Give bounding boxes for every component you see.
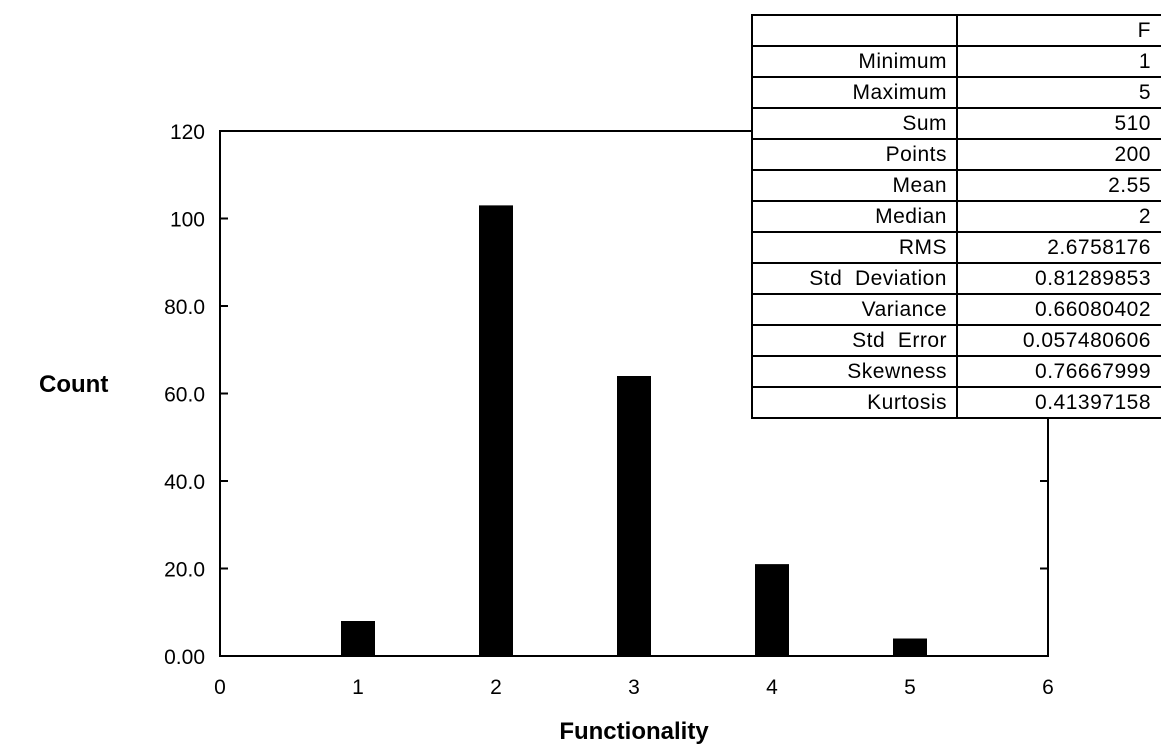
stat-value: 2: [956, 200, 1161, 233]
y-tick-label: 60.0: [164, 384, 205, 407]
stats-row: Skewness 0.76667999: [751, 355, 1161, 388]
y-tick-label: 40.0: [164, 471, 205, 494]
stat-value: 0.057480606: [956, 324, 1161, 357]
stat-value: 0.66080402: [956, 293, 1161, 326]
stat-value: 1: [956, 45, 1161, 78]
x-tick-label: 2: [490, 676, 502, 699]
stats-row: Maximum 5: [751, 76, 1161, 109]
bars-layer: [341, 205, 927, 656]
y-tick-label: 0.00: [164, 646, 205, 669]
stat-label: Std Error: [751, 324, 958, 357]
stats-row: RMS 2.6758176: [751, 231, 1161, 264]
bar: [755, 564, 789, 656]
y-tick-label: 80.0: [164, 296, 205, 319]
stat-label: Variance: [751, 293, 958, 326]
stats-column-header: F: [956, 14, 1161, 47]
bar: [893, 638, 927, 656]
stats-header-blank: [751, 14, 958, 47]
x-tick-label: 4: [766, 676, 778, 699]
stat-label: Points: [751, 138, 958, 171]
stat-label: Sum: [751, 107, 958, 140]
bar: [479, 205, 513, 656]
stat-label: Skewness: [751, 355, 958, 388]
stats-row: Std Deviation 0.81289853: [751, 262, 1161, 295]
stat-label: Maximum: [751, 76, 958, 109]
stat-label: RMS: [751, 231, 958, 264]
bar: [617, 376, 651, 656]
stats-row: Mean 2.55: [751, 169, 1161, 202]
stat-value: 0.81289853: [956, 262, 1161, 295]
y-tick-label: 20.0: [164, 559, 205, 582]
stats-row: Kurtosis 0.41397158: [751, 386, 1161, 419]
stats-row: Std Error 0.057480606: [751, 324, 1161, 357]
stat-label: Mean: [751, 169, 958, 202]
x-tick-label: 0: [214, 676, 226, 699]
x-tick-label: 5: [904, 676, 916, 699]
stat-label: Minimum: [751, 45, 958, 78]
stat-value: 510: [956, 107, 1161, 140]
y-axis-title: Count: [39, 371, 108, 398]
stat-label: Median: [751, 200, 958, 233]
stats-row: Variance 0.66080402: [751, 293, 1161, 326]
x-tick-label: 1: [352, 676, 364, 699]
stat-label: Std Deviation: [751, 262, 958, 295]
stat-label: Kurtosis: [751, 386, 958, 419]
statistics-table: F Minimum 1 Maximum 5 Sum 510 Points 200 Mean 2.5…: [751, 14, 1161, 419]
stats-row: Median 2: [751, 200, 1161, 233]
stats-row: Minimum 1: [751, 45, 1161, 78]
x-tick-label: 6: [1042, 676, 1054, 699]
stat-value: 2.55: [956, 169, 1161, 202]
x-tick-label: 3: [628, 676, 640, 699]
stat-value: 200: [956, 138, 1161, 171]
stats-header-row: F: [751, 14, 1161, 47]
stat-value: 5: [956, 76, 1161, 109]
stat-value: 0.41397158: [956, 386, 1161, 419]
stat-value: 0.76667999: [956, 355, 1161, 388]
stats-row: Sum 510: [751, 107, 1161, 140]
ticks-layer: [219, 130, 1049, 657]
stats-row: Points 200: [751, 138, 1161, 171]
y-tick-label: 100: [170, 209, 205, 232]
y-tick-label: 120: [170, 121, 205, 144]
x-axis-title: Functionality: [559, 718, 709, 745]
stat-value: 2.6758176: [956, 231, 1161, 264]
tick-labels-layer: 0 1 2 3 4 5 6 0.00 20.0 40.0 60.0 80.0 100 120: [164, 121, 1054, 699]
statistics-table-body: F Minimum 1 Maximum 5 Sum 510 Points 200 Mean 2.5…: [751, 14, 1161, 419]
